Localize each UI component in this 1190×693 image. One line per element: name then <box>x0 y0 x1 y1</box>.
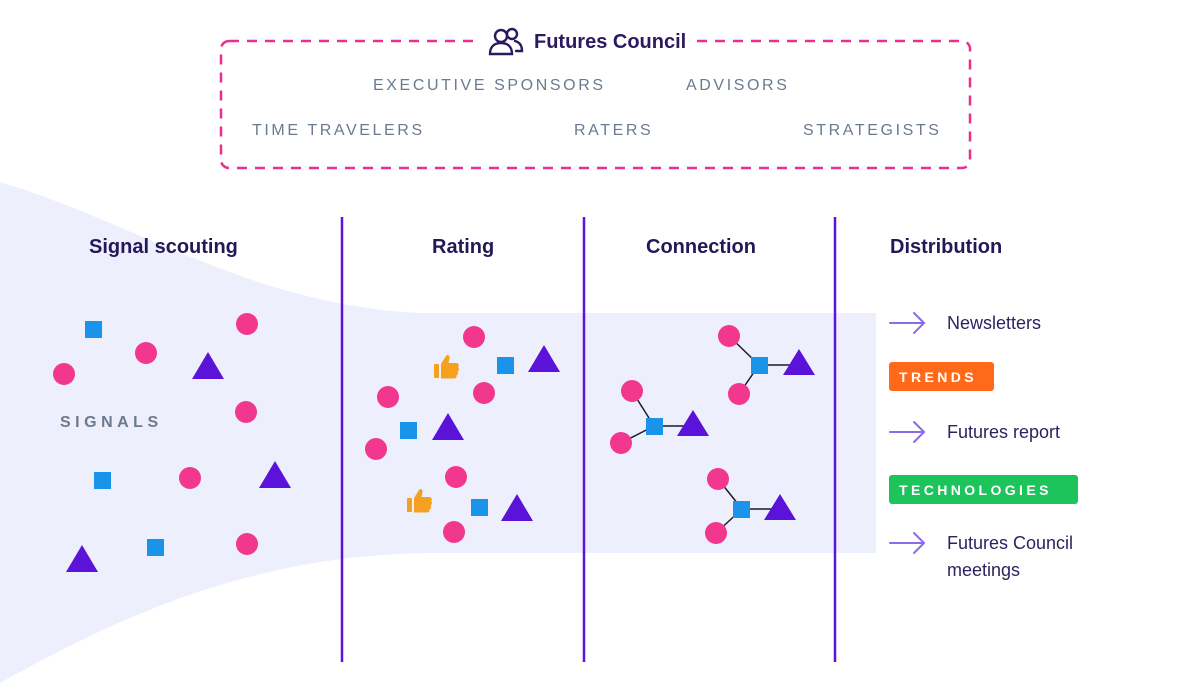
rating-triangle <box>528 345 560 372</box>
rating-circle <box>365 438 387 460</box>
distribution-item-newsletters: Newsletters <box>947 313 1042 333</box>
connection-cluster <box>610 380 709 454</box>
connection-square <box>751 357 768 374</box>
connection-circle <box>705 522 727 544</box>
stage-title-signal-scouting: Signal scouting <box>89 236 238 258</box>
signal-square <box>94 472 111 489</box>
rating-circle <box>377 386 399 408</box>
distribution-item-line: meetings <box>947 560 1021 580</box>
connection-cluster <box>718 325 815 405</box>
signal-triangle <box>66 545 98 572</box>
signal-circle <box>53 363 75 385</box>
signal-circle <box>236 313 258 335</box>
signal-triangle <box>192 352 224 379</box>
stage-title-distribution: Distribution <box>890 236 1003 258</box>
role-label: TIME TRAVELERS <box>252 122 425 139</box>
signal-circle <box>179 467 201 489</box>
rating-square <box>400 422 417 439</box>
thumbs-up-icon <box>434 354 459 379</box>
signal-triangle <box>259 461 291 488</box>
signal-circle <box>235 401 257 423</box>
signal-circle <box>135 342 157 364</box>
distribution-item-line: Futures Council <box>947 533 1074 553</box>
council-title-group: Futures Council <box>478 22 697 62</box>
signal-square <box>85 321 102 338</box>
role-label: STRATEGISTS <box>803 122 942 139</box>
connection-circle <box>621 380 643 402</box>
role-label: ADVISORS <box>686 77 790 94</box>
signal-square <box>147 539 164 556</box>
arrow-right-icon <box>889 312 925 334</box>
rating-circle <box>463 326 485 348</box>
distribution-item-futures-report: Futures report <box>947 422 1061 442</box>
connection-circle <box>610 432 632 454</box>
signals-label: SIGNALS <box>60 414 163 431</box>
rating-circle <box>445 466 467 488</box>
connection-circle <box>718 325 740 347</box>
distribution-item-council-meetings: Futures Council meetings <box>947 530 1073 584</box>
rating-circle <box>473 382 495 404</box>
council-title: Futures Council <box>534 30 687 53</box>
connection-cluster <box>705 468 796 544</box>
rating-square <box>471 499 488 516</box>
connection-circle <box>707 468 729 490</box>
rating-circle <box>443 521 465 543</box>
connection-triangle <box>783 349 815 375</box>
arrow-right-icon <box>889 532 925 554</box>
connection-circle <box>728 383 750 405</box>
thumbs-up-icon <box>407 488 432 513</box>
role-label: RATERS <box>574 122 654 139</box>
connection-triangle <box>677 410 709 436</box>
connection-square <box>646 418 663 435</box>
people-icon <box>488 27 524 56</box>
rating-square <box>497 357 514 374</box>
signal-circle <box>236 533 258 555</box>
stage-title-connection: Connection <box>646 236 756 258</box>
rating-triangle <box>432 413 464 440</box>
stage-title-rating: Rating <box>432 236 495 258</box>
rating-triangle <box>501 494 533 521</box>
technologies-tag: TECHNOLOGIES <box>889 475 1078 504</box>
connection-triangle <box>764 494 796 520</box>
connection-square <box>733 501 750 518</box>
arrow-right-icon <box>889 421 925 443</box>
trends-tag: TRENDS <box>889 362 994 391</box>
role-label: EXECUTIVE SPONSORS <box>373 77 606 94</box>
